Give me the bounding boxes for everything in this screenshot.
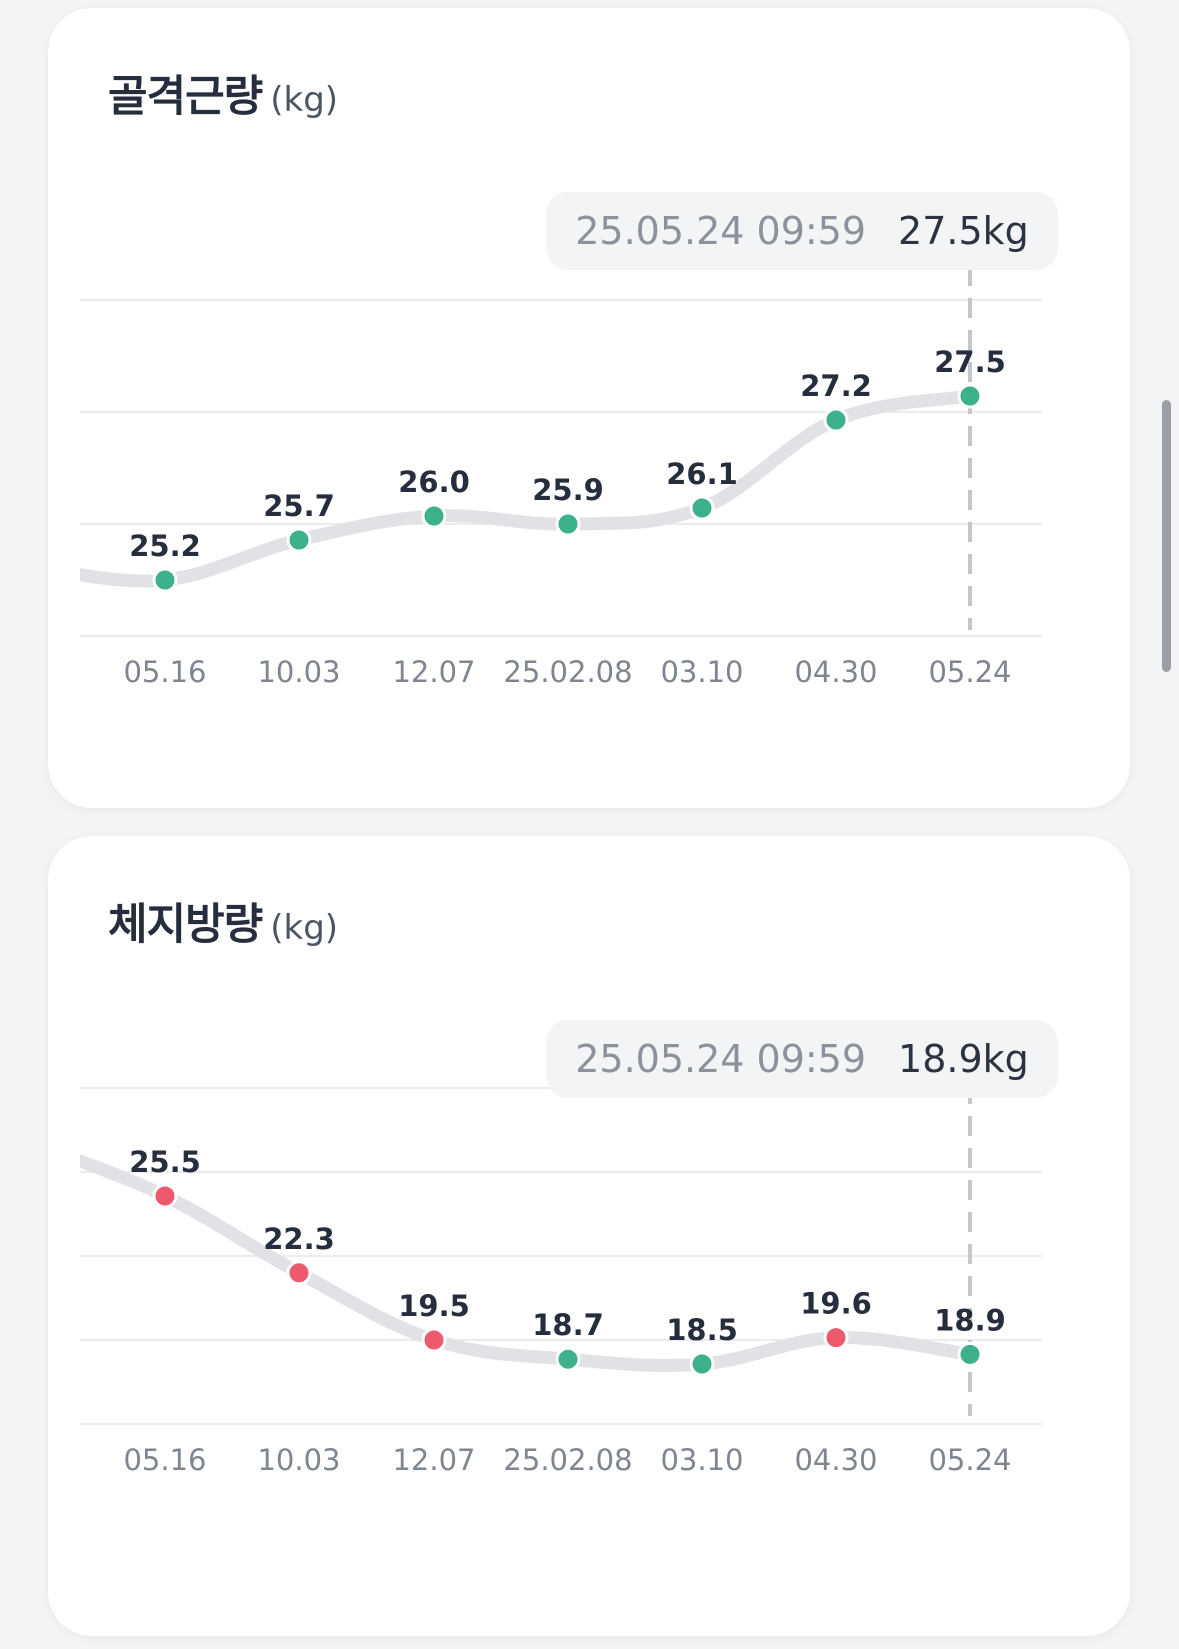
- data-label: 19.6: [800, 1287, 872, 1321]
- body-fat-card: 체지방량 (kg) 3 05.16 10.03 12.07 25.02.08 03.10 04…: [48, 836, 1130, 1636]
- x-tick-label: 05.16: [123, 655, 206, 689]
- data-label: 25.5: [129, 1145, 201, 1179]
- data-point[interactable]: [152, 567, 178, 593]
- x-tick-label: 05.24: [928, 1443, 1011, 1477]
- series-line: [80, 389, 977, 588]
- data-label: 19.5: [398, 1289, 470, 1323]
- x-tick-label: 12.07: [392, 655, 475, 689]
- skeletal-muscle-card: 골격근량 (kg) 3 05.16 10.03 12.07 25.02.08 03.10 04…: [48, 8, 1130, 808]
- data-point[interactable]: [823, 407, 849, 433]
- skeletal-muscle-chart[interactable]: 3 05.16 10.03 12.07 25.02.08 03.10 04.30 05.242…: [48, 8, 1130, 808]
- data-point[interactable]: [823, 1325, 849, 1351]
- data-point[interactable]: [286, 527, 312, 553]
- x-tick-label: 04.30: [794, 1443, 877, 1477]
- x-tick-label: 03.10: [660, 1443, 743, 1477]
- data-label: 25.9: [532, 473, 604, 507]
- chart-title: 골격근량 (kg): [108, 72, 339, 122]
- chart-title: 체지방량 (kg): [108, 900, 339, 950]
- data-label: 22.3: [263, 1222, 335, 1256]
- tooltip-value: 18.9kg: [898, 1037, 1029, 1081]
- selected-point-tooltip: 25.05.24 09:59 27.5kg: [546, 192, 1058, 270]
- data-point[interactable]: [957, 1341, 983, 1367]
- selected-point-tooltip: 25.05.24 09:59 18.9kg: [546, 1020, 1058, 1098]
- x-tick-label: 25.02.08: [503, 1443, 632, 1477]
- x-tick-label: 04.30: [794, 655, 877, 689]
- data-point[interactable]: [555, 1346, 581, 1372]
- data-label: 25.7: [263, 489, 335, 523]
- data-label: 18.9: [934, 1303, 1006, 1337]
- body-fat-chart[interactable]: 3 05.16 10.03 12.07 25.02.08 03.10 04.30 05.242…: [48, 836, 1130, 1636]
- x-tick-label: 05.24: [928, 655, 1011, 689]
- x-tick-label: 05.16: [123, 1443, 206, 1477]
- x-tick-label: 10.03: [257, 655, 340, 689]
- data-point[interactable]: [957, 383, 983, 409]
- data-label: 18.7: [532, 1308, 604, 1342]
- data-point[interactable]: [555, 511, 581, 537]
- tooltip-date: 25.05.24 09:59: [575, 1037, 867, 1081]
- data-point[interactable]: [152, 1183, 178, 1209]
- data-label: 25.2: [129, 529, 201, 563]
- data-point[interactable]: [421, 503, 447, 529]
- data-point[interactable]: [689, 1351, 715, 1377]
- data-label: 26.0: [398, 465, 470, 499]
- tooltip-value: 27.5kg: [898, 209, 1029, 253]
- data-label: 26.1: [666, 457, 738, 491]
- x-tick-label: 25.02.08: [503, 655, 632, 689]
- series-line: [80, 1154, 977, 1372]
- data-point[interactable]: [421, 1327, 447, 1353]
- x-tick-label: 12.07: [392, 1443, 475, 1477]
- data-label: 27.5: [934, 345, 1006, 379]
- data-point[interactable]: [286, 1260, 312, 1286]
- scrollbar[interactable]: [1162, 400, 1171, 672]
- x-tick-label: 10.03: [257, 1443, 340, 1477]
- data-label: 18.5: [666, 1313, 738, 1347]
- tooltip-date: 25.05.24 09:59: [575, 209, 867, 253]
- data-point[interactable]: [689, 495, 715, 521]
- data-label: 27.2: [800, 369, 872, 403]
- x-tick-label: 03.10: [660, 655, 743, 689]
